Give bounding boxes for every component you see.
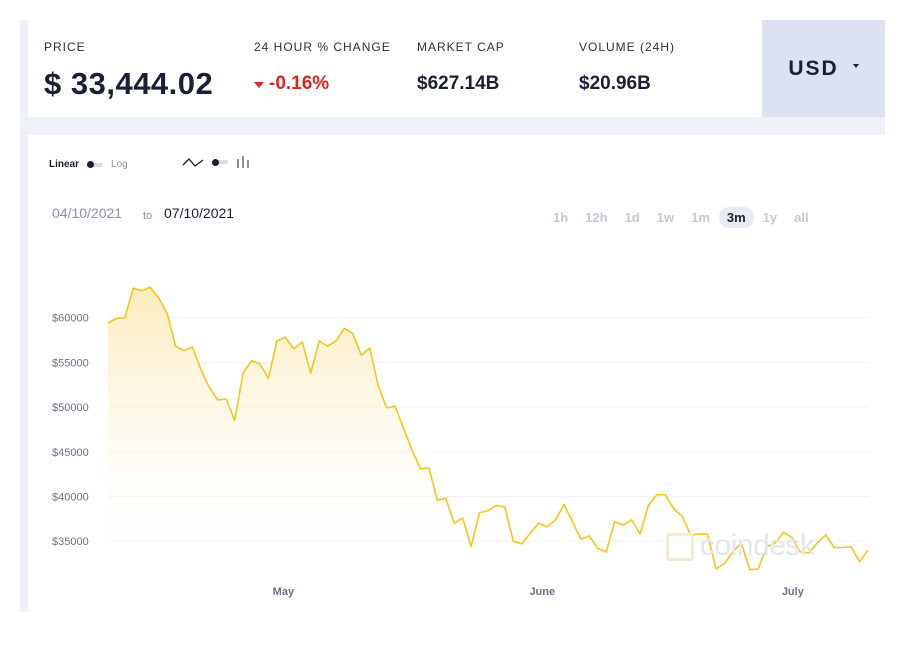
scale-linear-label: Linear — [49, 159, 80, 170]
price-area — [108, 287, 868, 577]
range-button-1y[interactable]: 1y — [762, 210, 778, 225]
chart-panel: Linear Log 04/10/2021 to 07/10/2021 1h 12… — [28, 135, 885, 612]
price-stat: PRICE $ 33,444.02 — [44, 40, 213, 102]
range-button-12h[interactable]: 12h — [585, 210, 608, 225]
y-tick-label: $40000 — [52, 492, 89, 504]
candlestick-icon[interactable] — [236, 155, 250, 169]
caret-down-icon — [852, 63, 859, 68]
price-header: PRICE $ 33,444.02 24 HOUR % CHANGE -0.16… — [28, 20, 885, 117]
y-tick-label: $50000 — [52, 402, 89, 414]
y-tick-label: $60000 — [52, 313, 89, 325]
change-stat: 24 HOUR % CHANGE -0.16% — [254, 40, 391, 95]
line-chart-icon[interactable] — [182, 156, 204, 168]
scale-toggle[interactable]: Linear Log — [49, 159, 128, 170]
switch-knob — [87, 161, 95, 168]
x-tick-label: May — [273, 586, 295, 598]
y-tick-label: $55000 — [52, 357, 89, 369]
currency-label: USD — [788, 56, 839, 80]
down-arrow-icon — [254, 82, 264, 88]
date-to-word: to — [143, 210, 153, 222]
price-value: $ 33,444.02 — [44, 66, 214, 101]
price-chart: $60000 $55000 $50000 $45000 $40000 $35000 May J… — [52, 286, 869, 598]
change-value-row: -0.16% — [254, 73, 391, 95]
range-button-3m[interactable]: 3m — [718, 207, 754, 228]
market-cap-stat: MARKET CAP $627.14B — [417, 40, 505, 95]
chart-type-toggle — [182, 155, 250, 169]
chart-type-knob — [212, 158, 219, 166]
market-cap-label: MARKET CAP — [417, 40, 505, 54]
coindesk-logo-icon — [666, 533, 694, 562]
volume-label: VOLUME (24H) — [579, 40, 676, 54]
coindesk-watermark: coindesk — [666, 529, 815, 563]
date-from[interactable]: 04/10/2021 — [52, 205, 123, 221]
change-value: -0.16% — [269, 73, 330, 94]
market-cap-value: $627.14B — [417, 73, 500, 94]
date-to[interactable]: 07/10/2021 — [164, 205, 235, 221]
section-divider — [28, 117, 885, 135]
x-tick-label: July — [782, 586, 805, 598]
range-button-1w[interactable]: 1w — [656, 210, 675, 225]
range-button-all[interactable]: all — [794, 210, 809, 225]
range-button-1d[interactable]: 1d — [624, 210, 640, 225]
scale-switch[interactable] — [87, 161, 104, 168]
volume-stat: VOLUME (24H) $20.96B — [579, 40, 675, 95]
change-label: 24 HOUR % CHANGE — [254, 40, 391, 54]
range-button-1h[interactable]: 1h — [553, 210, 569, 225]
watermark-text: coindesk — [700, 529, 815, 562]
x-tick-label: June — [529, 586, 555, 598]
chart-type-switch[interactable] — [212, 158, 228, 166]
left-accent-bar — [20, 20, 28, 612]
range-selector: 1h 12h 1d 1w 1m 3m 1y all — [553, 207, 826, 228]
range-button-1m[interactable]: 1m — [691, 210, 710, 225]
scale-log-label: Log — [111, 159, 128, 170]
price-label: PRICE — [44, 40, 86, 54]
currency-dropdown[interactable]: USD — [762, 20, 885, 117]
y-tick-label: $45000 — [52, 447, 89, 459]
y-tick-label: $35000 — [52, 536, 89, 548]
price-line — [107, 286, 869, 571]
volume-value: $20.96B — [579, 73, 651, 94]
